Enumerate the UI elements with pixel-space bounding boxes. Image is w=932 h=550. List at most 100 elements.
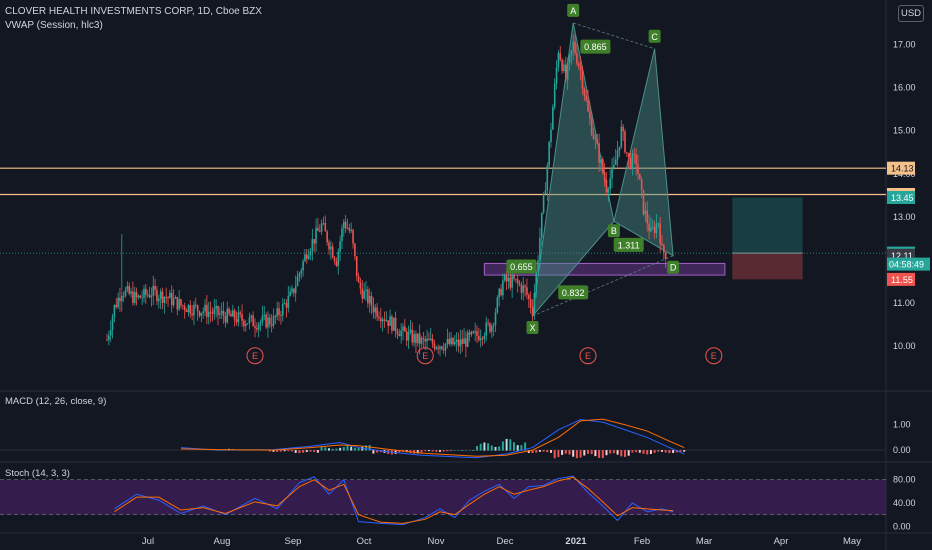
candle-body: [368, 295, 371, 304]
candle-body: [278, 308, 280, 316]
macd-histogram-bar: [268, 450, 271, 452]
macd-histogram-bar: [557, 450, 560, 458]
candle-body: [250, 315, 253, 318]
candle-body: [387, 320, 389, 326]
currency-button[interactable]: USD: [898, 5, 924, 22]
macd-histogram-bar: [642, 450, 645, 454]
candle-body: [441, 346, 443, 349]
candle-body: [306, 254, 308, 259]
macd-histogram-bar: [479, 443, 482, 451]
candle-body: [570, 50, 573, 56]
vwap-indicator-label[interactable]: VWAP (Session, hlc3): [5, 20, 103, 31]
macd-histogram-bar: [624, 450, 626, 457]
candle-body: [602, 159, 604, 173]
candle-body: [411, 329, 414, 343]
candle-body: [552, 107, 554, 130]
candle-body: [235, 319, 238, 323]
candle-body: [614, 159, 617, 165]
candle-body: [270, 324, 273, 326]
candle-body: [426, 338, 428, 342]
candle-body: [646, 210, 648, 224]
candle-body: [376, 307, 378, 317]
macd-histogram-bar: [461, 450, 464, 451]
candle-body: [357, 276, 360, 283]
candle-body: [108, 335, 110, 340]
candle-body: [472, 331, 475, 333]
candle-body: [513, 275, 515, 279]
candle-body: [324, 223, 327, 232]
candle-body: [276, 308, 278, 317]
macd-y-tick-label: 1.00: [893, 420, 911, 430]
macd-histogram-bar: [272, 450, 275, 452]
candle-body: [466, 332, 469, 347]
candle-body: [354, 243, 356, 257]
macd-histogram-bar: [320, 447, 323, 451]
macd-histogram-bar: [587, 450, 589, 454]
candle-body: [420, 337, 423, 344]
support-zone-rect: [483, 262, 726, 276]
candle-body: [280, 315, 282, 316]
macd-histogram-bar: [276, 450, 279, 452]
candle-body: [239, 312, 241, 315]
candle-body: [524, 285, 526, 288]
candle-body: [182, 305, 184, 307]
macd-histogram-bar: [342, 447, 345, 451]
candle-body: [520, 284, 523, 293]
candle-body: [109, 329, 112, 336]
macd-histogram-bar: [616, 450, 619, 455]
candle-body: [576, 53, 578, 64]
candle-body: [500, 288, 502, 296]
candle-body: [548, 141, 550, 166]
candle-body: [222, 310, 225, 317]
candle-body: [468, 332, 471, 335]
candle-body: [172, 298, 175, 306]
candle-body: [391, 316, 393, 331]
candle-body: [505, 275, 508, 282]
candle-body: [117, 297, 119, 308]
candle-body: [629, 157, 632, 168]
candle-body: [557, 52, 560, 68]
candle-body: [309, 251, 312, 256]
candle-body: [474, 331, 476, 333]
candle-body: [574, 41, 576, 54]
candle-body: [450, 337, 452, 345]
pattern-ac-line: [573, 22, 655, 50]
candle-body: [611, 167, 613, 179]
macd-histogram-bar: [435, 450, 438, 452]
candle-body: [246, 323, 249, 325]
candle-body: [145, 288, 147, 295]
candle-body: [479, 338, 482, 341]
candle-body: [568, 55, 571, 63]
macd-histogram-bar: [638, 450, 641, 453]
candle-body: [546, 165, 549, 191]
candle-body: [487, 322, 489, 324]
macd-label[interactable]: MACD (12, 26, close, 9): [5, 396, 107, 407]
candle-body: [261, 315, 264, 322]
candle-body: [269, 317, 271, 325]
earnings-marker-circle: [246, 347, 264, 365]
stoch-label[interactable]: Stoch (14, 3, 3): [5, 468, 70, 479]
candle-body: [170, 292, 173, 306]
macd-histogram-bar: [609, 450, 612, 454]
pattern-point-label: A: [570, 6, 576, 16]
candle-body: [663, 245, 665, 253]
candle-body: [437, 347, 439, 349]
candle-body: [603, 172, 606, 181]
candle-body: [507, 277, 510, 282]
earnings-marker-label: E: [252, 351, 258, 361]
macd-histogram-bar: [339, 447, 342, 451]
candle-body: [335, 261, 338, 266]
candle-body: [159, 291, 162, 299]
candle-body: [348, 228, 351, 231]
candle-body: [465, 338, 467, 347]
candle-body: [452, 337, 454, 345]
candle-body: [252, 315, 254, 327]
candle-body: [113, 305, 116, 317]
macd-line: [180, 419, 685, 459]
macd-histogram-bar: [302, 450, 305, 453]
countdown-label: 04:58:49: [889, 260, 924, 270]
candle-body: [439, 346, 441, 349]
candle-body: [389, 316, 391, 326]
candle-body: [470, 331, 473, 335]
